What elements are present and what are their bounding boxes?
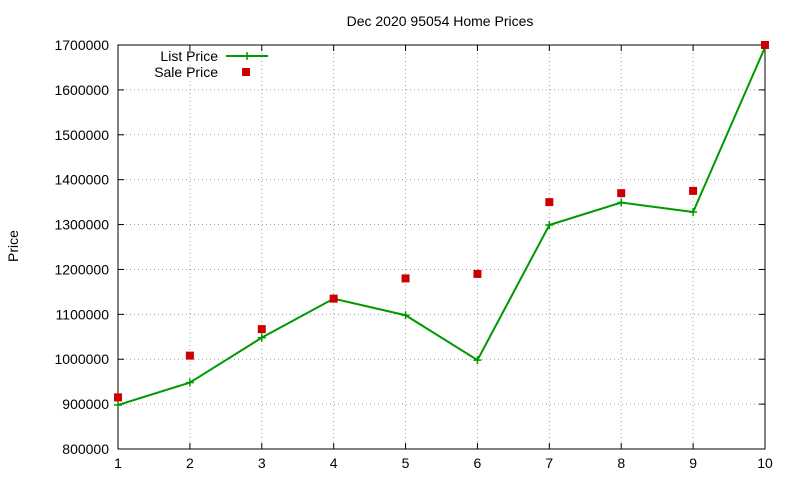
sale-price-point xyxy=(401,274,410,283)
x-tick-label: 9 xyxy=(689,455,697,471)
list-price-point xyxy=(617,198,626,207)
list-price-point xyxy=(257,333,266,342)
y-axis-label: Price xyxy=(5,230,21,262)
legend-marker-list-price xyxy=(243,52,251,60)
list-price-point xyxy=(185,378,194,387)
y-tick-label: 1100000 xyxy=(56,306,110,322)
sale-price-point xyxy=(545,198,554,207)
list-price-point xyxy=(545,221,554,230)
x-tick-label: 4 xyxy=(330,455,338,471)
x-tick-label: 6 xyxy=(474,455,482,471)
series-layer xyxy=(114,41,769,410)
legend-swatch-sale-price xyxy=(242,68,250,76)
sale-price-point xyxy=(257,325,266,334)
y-tick-label: 900000 xyxy=(62,396,109,412)
y-tick-label: 1000000 xyxy=(54,351,109,367)
sale-price-point xyxy=(761,41,769,49)
legend-label-list-price: List Price xyxy=(160,48,218,64)
chart-title: Dec 2020 95054 Home Prices xyxy=(347,13,534,29)
sale-price-point xyxy=(617,189,626,198)
y-tick-label: 1400000 xyxy=(54,172,109,188)
legend-label-sale-price: Sale Price xyxy=(154,64,218,80)
sale-price-point xyxy=(689,186,698,195)
y-tick-label: 1600000 xyxy=(54,82,109,98)
sale-price-point xyxy=(185,351,194,360)
x-tick-label: 1 xyxy=(114,455,122,471)
x-tick-label: 3 xyxy=(258,455,266,471)
axes-layer: 800000 900000 1000000 1100000 1200000 1300000… xyxy=(54,37,773,471)
list-price-point xyxy=(689,207,698,216)
plot-border xyxy=(117,44,766,450)
list-price-point xyxy=(473,356,482,365)
x-tick-label: 8 xyxy=(617,455,625,471)
y-tick-label: 800000 xyxy=(62,441,109,457)
y-tick-label: 1500000 xyxy=(54,127,109,143)
sale-price-point xyxy=(114,393,122,402)
x-tick-label: 5 xyxy=(402,455,410,471)
list-price-point xyxy=(114,401,122,410)
sale-price-point xyxy=(329,294,338,303)
list-price-line xyxy=(117,46,766,406)
sale-price-point xyxy=(473,269,482,278)
x-tick-label: 10 xyxy=(757,455,773,471)
y-tick-label: 1300000 xyxy=(54,217,109,233)
y-tick-label: 1200000 xyxy=(54,261,109,277)
x-tick-label: 7 xyxy=(545,455,553,471)
list-price-point xyxy=(401,311,410,320)
x-tick-label: 2 xyxy=(186,455,194,471)
y-tick-label: 1700000 xyxy=(54,37,109,53)
